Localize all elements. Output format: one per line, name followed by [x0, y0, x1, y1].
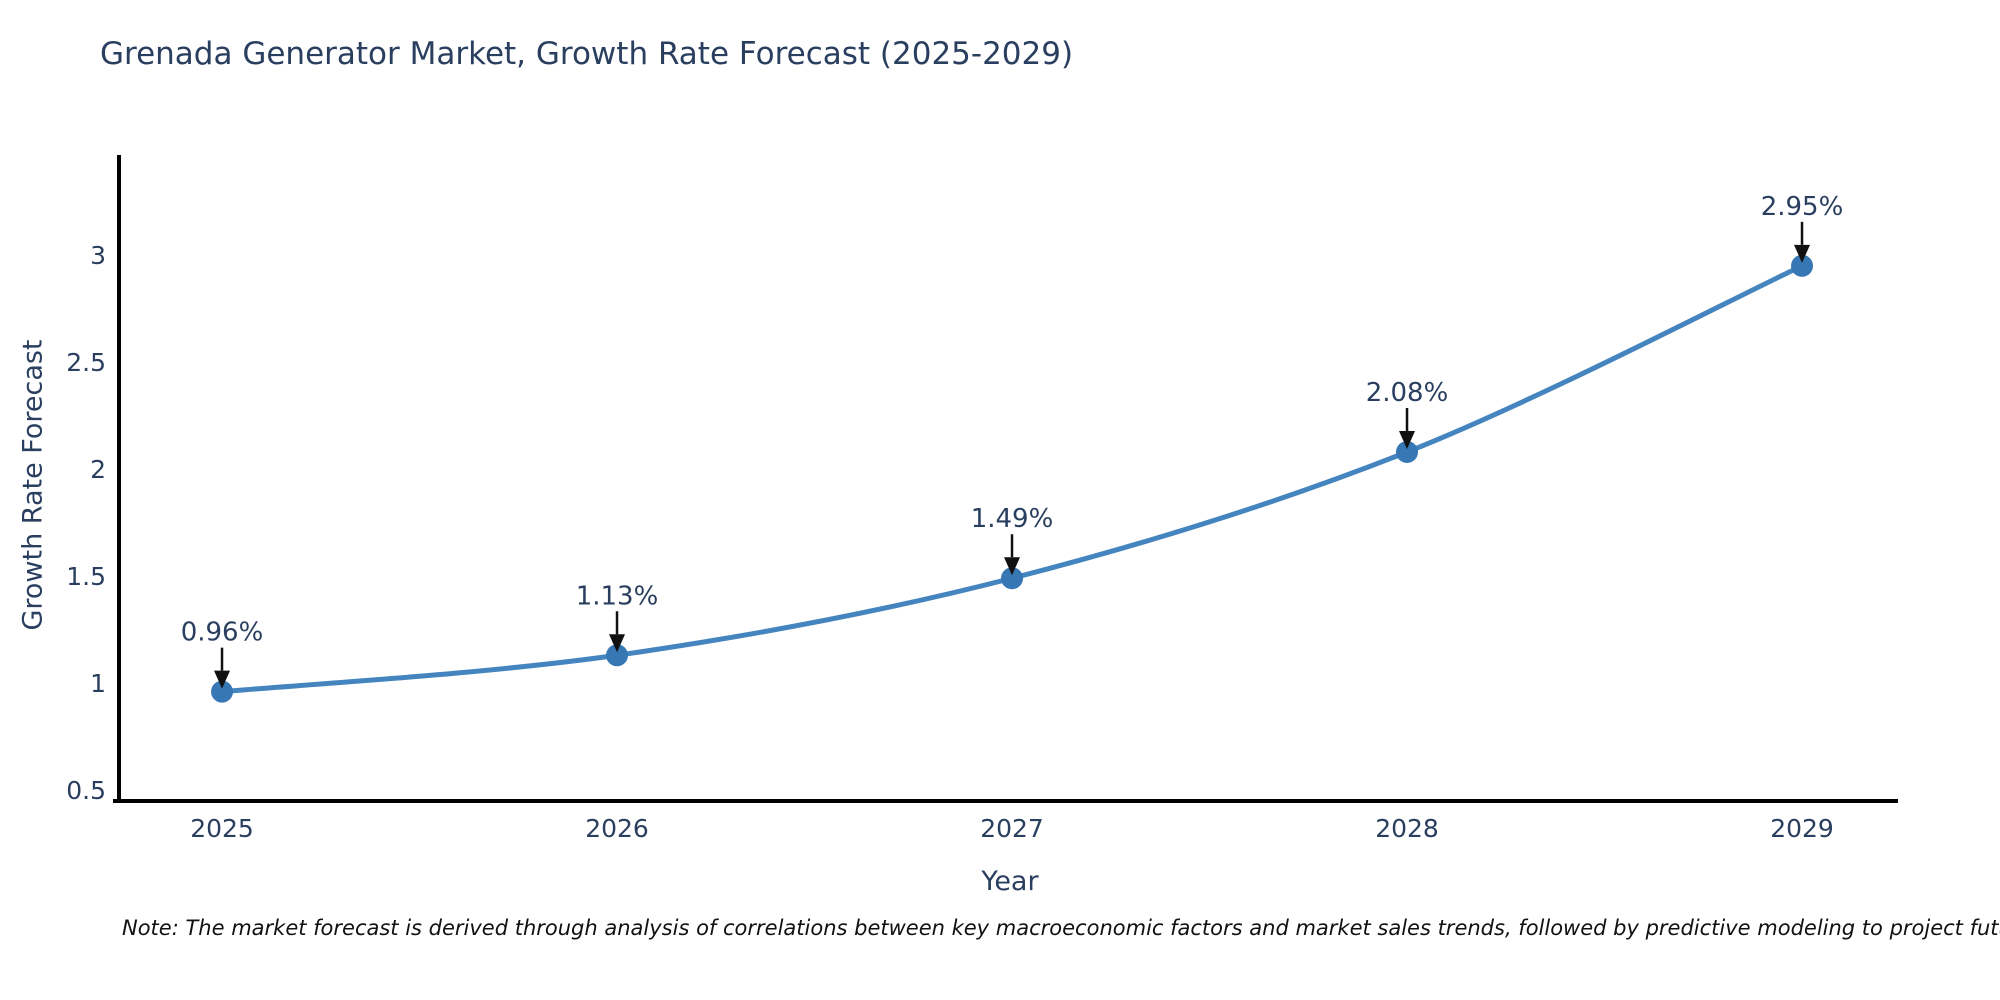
y-tick-label: 1	[90, 669, 106, 698]
x-tick-label: 2028	[1375, 814, 1439, 843]
data-point-label: 2.08%	[1366, 378, 1449, 408]
annotation-arrow-head	[609, 634, 626, 653]
y-tick-label: 2.5	[66, 348, 106, 377]
x-axis-title: Year	[981, 866, 1039, 897]
data-point-label: 1.49%	[971, 504, 1054, 534]
annotation-arrow-head	[1794, 244, 1811, 263]
y-tick-label: 3	[90, 241, 106, 270]
data-point-label: 0.96%	[181, 618, 264, 648]
annotation-arrow-head	[1399, 431, 1416, 450]
chart-title: Grenada Generator Market, Growth Rate Fo…	[100, 36, 1074, 72]
data-point-marker	[1396, 441, 1419, 464]
data-point-marker	[1791, 254, 1814, 277]
data-point-label: 2.95%	[1761, 192, 1844, 222]
data-point-marker	[211, 680, 234, 703]
y-tick-label: 0.5	[66, 776, 106, 805]
footnote: Note: The market forecast is derived thr…	[122, 916, 2000, 940]
data-point-label: 1.13%	[576, 581, 659, 611]
data-point-marker	[1001, 567, 1024, 590]
x-tick-label: 2026	[585, 814, 649, 843]
x-tick-label: 2025	[190, 814, 254, 843]
data-point-marker	[606, 644, 629, 667]
y-axis-title: Growth Rate Forecast	[17, 339, 49, 631]
y-tick-label: 1.5	[66, 562, 106, 591]
annotation-arrow-head	[1004, 557, 1021, 576]
x-tick-label: 2027	[980, 814, 1044, 843]
x-tick-label: 2029	[1770, 814, 1834, 843]
series-line	[219, 263, 1805, 695]
annotation-arrow-head	[214, 670, 231, 689]
y-tick-label: 2	[90, 455, 106, 484]
